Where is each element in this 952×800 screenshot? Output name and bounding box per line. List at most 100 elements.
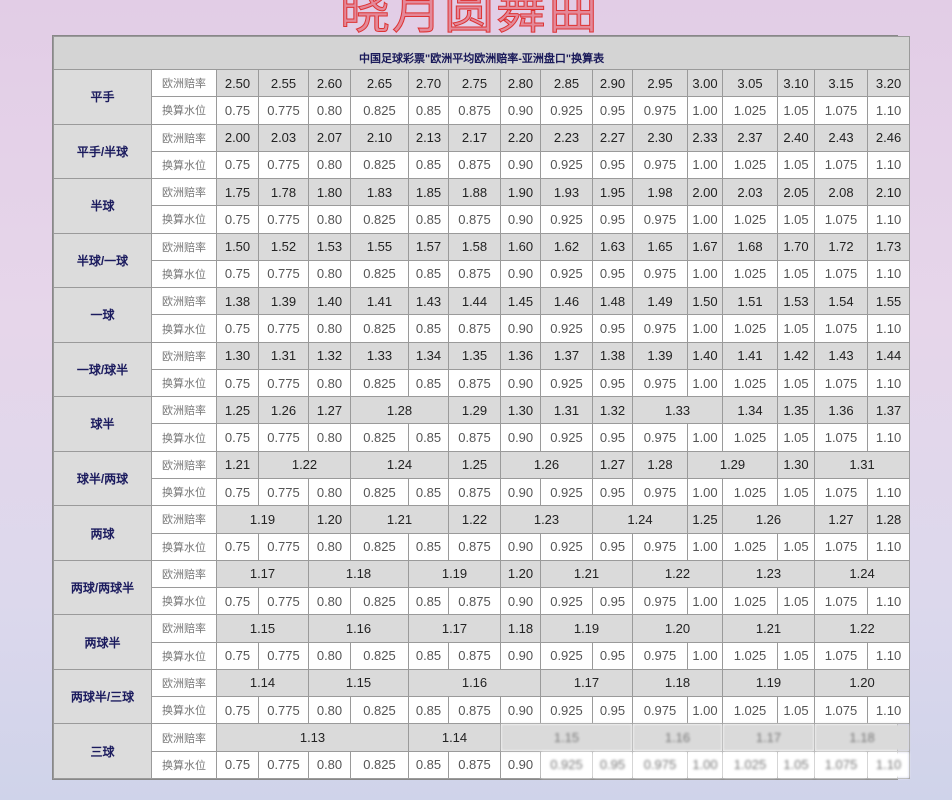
odds-cell: 1.27 [592,450,633,479]
water-cell: 1.075 [814,423,868,452]
water-cell: 1.10 [866,641,911,670]
odds-cell: 1.54 [814,287,868,316]
water-cell: 0.975 [632,696,688,725]
handicap-label: 两球 [53,505,152,561]
water-cell: 0.95 [592,96,633,125]
water-cell: 0.80 [308,696,351,725]
water-row: 换算水位 0.75 0.775 0.80 0.825 0.85 0.875 0.90 0.925… [54,641,911,670]
water-cell: 1.00 [687,750,723,780]
odds-cell: 2.03 [722,178,778,207]
water-cell: 0.90 [500,205,541,234]
odds-cell: 1.18 [500,614,541,643]
water-cell: 0.925 [540,532,593,561]
odds-cell: 2.27 [592,123,633,152]
water-cell: 1.05 [777,205,815,234]
odds-cell: 1.24 [813,559,911,589]
odds-cell: 1.25 [448,450,501,479]
water-cell: 0.825 [350,696,409,725]
water-cell: 0.75 [216,368,259,398]
water-cell: 0.90 [500,368,541,398]
odds-cell: 1.26 [722,505,815,534]
water-cell: 1.025 [722,587,778,616]
odds-cell: 1.31 [258,341,309,370]
odds-cell: 2.46 [866,123,911,152]
odds-cell: 2.90 [592,68,633,98]
water-cell: 1.075 [814,696,868,725]
odds-cell: 2.60 [308,68,351,98]
odds-cell: 1.22 [813,614,911,643]
odds-cell: 1.68 [722,232,778,261]
water-cell: 0.80 [308,532,351,561]
odds-row: 半球 欧洲赔率 1.75 1.78 1.80 1.83 1.85 1.88 1.90 1.93 1.… [53,178,911,234]
handicap-label: 一球/球半 [53,341,152,398]
water-cell: 1.025 [722,641,778,670]
odds-cell: 1.16 [308,614,409,643]
water-row-label: 换算水位 [151,750,217,780]
water-cell: 0.825 [350,641,409,670]
odds-cell: 1.51 [722,287,778,316]
odds-cell: 1.36 [814,396,868,425]
odds-cell: 1.62 [540,232,593,261]
odds-cell: 1.17 [216,559,309,589]
water-cell: 1.025 [722,696,778,725]
odds-cell: 1.33 [350,341,409,370]
water-cell: 1.05 [777,477,815,507]
water-cell: 0.975 [632,532,688,561]
odds-cell: 1.20 [813,668,911,698]
handicap-label: 球半 [53,396,152,452]
water-cell: 1.10 [866,259,911,289]
water-row-label: 换算水位 [151,96,217,125]
water-cell: 0.875 [448,259,501,289]
water-cell: 1.10 [866,587,911,616]
water-cell: 1.10 [866,368,911,398]
handicap-label: 一球 [53,287,152,343]
odds-cell: 1.18 [632,668,723,698]
odds-cell: 1.17 [540,668,633,698]
odds-cell: 1.55 [350,232,409,261]
odds-row: 两球 欧洲赔率 1.19 1.20 1.21 1.22 1.23 1.24 1.25 1.26 1.… [53,505,911,561]
water-cell: 0.95 [592,150,633,180]
odds-cell: 1.15 [216,614,309,643]
odds-cell: 2.10 [866,178,911,207]
water-cell: 0.75 [216,96,259,125]
water-cell: 0.85 [408,587,449,616]
water-cell: 0.975 [632,150,688,180]
odds-row: 平手/半球 欧洲赔率 2.00 2.03 2.07 2.10 2.13 2.17 2.20 2.2… [53,123,911,180]
water-cell: 1.05 [777,150,815,180]
odds-cell: 1.32 [308,341,351,370]
water-cell: 0.90 [500,532,541,561]
odds-cell: 1.28 [632,450,688,479]
water-cell: 0.80 [308,314,351,343]
odds-cell: 2.08 [814,178,868,207]
water-cell: 0.80 [308,96,351,125]
water-cell: 0.90 [500,96,541,125]
water-row: 换算水位 0.75 0.775 0.80 0.825 0.85 0.875 0.90 0.925… [54,150,911,180]
water-cell: 0.75 [216,423,259,452]
odds-cell: 1.21 [540,559,633,589]
water-cell: 0.925 [540,423,593,452]
odds-cell: 1.39 [632,341,688,370]
water-cell: 0.925 [540,641,593,670]
water-cell: 1.10 [866,205,911,234]
water-cell: 0.75 [216,641,259,670]
water-row-label: 换算水位 [151,314,217,343]
odds-cell: 1.25 [216,396,259,425]
odds-cell: 1.70 [777,232,815,261]
title-row: 中国足球彩票"欧洲平均欧洲赔率-亚洲盘口"换算表 [52,36,911,70]
water-cell: 0.80 [308,477,351,507]
water-row-label: 换算水位 [151,423,217,452]
water-cell: 0.90 [500,750,541,780]
water-cell: 0.875 [448,477,501,507]
odds-cell: 3.10 [777,68,815,98]
odds-row: 两球/两球半 欧洲赔率 1.17 1.18 1.19 1.20 1.21 1.22 1.23 1.… [53,559,911,616]
odds-cell: 1.30 [216,341,259,370]
odds-cell: 1.16 [408,668,541,698]
water-cell: 0.875 [448,641,501,670]
odds-row: 三球 欧洲赔率 1.13 1.14 1.15 1.16 1.17 1.18 [53,723,911,779]
odds-cell: 1.33 [632,396,723,425]
water-cell: 0.90 [500,423,541,452]
water-cell: 1.075 [814,750,868,780]
water-cell: 0.95 [592,696,633,725]
odds-cell: 1.18 [308,559,409,589]
odds-row-label: 欧洲赔率 [151,232,217,261]
